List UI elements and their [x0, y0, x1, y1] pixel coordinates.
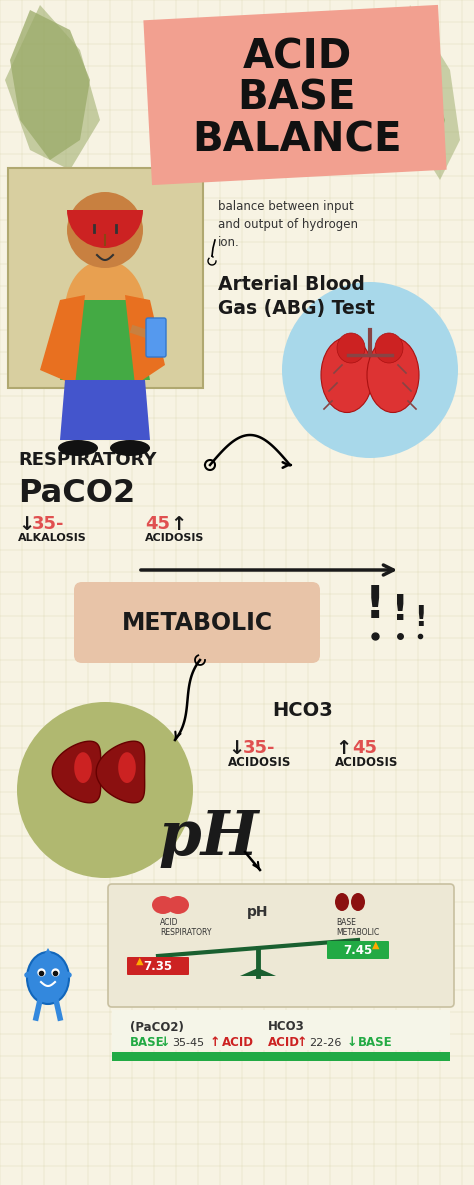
Polygon shape	[143, 5, 447, 185]
Polygon shape	[10, 9, 90, 160]
Ellipse shape	[58, 440, 98, 456]
Text: HCO3: HCO3	[268, 1020, 305, 1033]
Text: BASE
METABOLIC: BASE METABOLIC	[336, 918, 379, 937]
Text: 7.35: 7.35	[144, 961, 173, 974]
Polygon shape	[40, 295, 85, 385]
Circle shape	[282, 282, 458, 457]
Text: ↓: ↓	[347, 1037, 357, 1050]
Circle shape	[17, 702, 193, 878]
FancyBboxPatch shape	[112, 1052, 450, 1061]
FancyBboxPatch shape	[327, 941, 389, 959]
Ellipse shape	[152, 896, 174, 914]
Text: ACID: ACID	[222, 1037, 254, 1050]
Polygon shape	[38, 948, 58, 965]
Text: 35-: 35-	[32, 515, 64, 533]
Text: 35-45: 35-45	[172, 1038, 204, 1048]
Polygon shape	[60, 300, 150, 380]
FancyBboxPatch shape	[108, 884, 454, 1007]
Ellipse shape	[167, 896, 189, 914]
Text: RESPIRATORY: RESPIRATORY	[18, 451, 156, 469]
Text: 45: 45	[352, 739, 377, 757]
Polygon shape	[74, 752, 92, 783]
Ellipse shape	[375, 333, 403, 363]
Polygon shape	[125, 295, 165, 385]
Text: BASE: BASE	[358, 1037, 392, 1050]
FancyBboxPatch shape	[74, 582, 320, 662]
Text: Arterial Blood
Gas (ABG) Test: Arterial Blood Gas (ABG) Test	[218, 275, 375, 319]
Ellipse shape	[351, 893, 365, 911]
FancyBboxPatch shape	[127, 957, 189, 975]
Text: 45: 45	[145, 515, 170, 533]
Text: ACIDOSIS: ACIDOSIS	[335, 756, 398, 769]
Text: ↑: ↑	[170, 514, 186, 533]
Polygon shape	[52, 741, 100, 802]
Text: BASE: BASE	[130, 1037, 164, 1050]
Ellipse shape	[337, 333, 365, 363]
Text: pH: pH	[247, 905, 269, 920]
Text: ↑: ↑	[297, 1037, 308, 1050]
Circle shape	[67, 192, 143, 268]
Polygon shape	[375, 9, 445, 169]
Ellipse shape	[65, 260, 145, 360]
Polygon shape	[400, 5, 460, 180]
Text: 22-26: 22-26	[309, 1038, 341, 1048]
Text: ▲: ▲	[372, 940, 380, 950]
Text: ▲: ▲	[136, 956, 144, 966]
Text: METABOLIC: METABOLIC	[121, 611, 273, 635]
Text: HCO3: HCO3	[272, 700, 333, 719]
Text: !: !	[365, 583, 385, 627]
Text: 7.45: 7.45	[343, 944, 373, 957]
Text: !: !	[414, 604, 426, 632]
FancyBboxPatch shape	[112, 1010, 450, 1050]
FancyBboxPatch shape	[146, 318, 166, 357]
Text: ACIDOSIS: ACIDOSIS	[228, 756, 292, 769]
FancyBboxPatch shape	[8, 168, 203, 387]
Text: PaCO2: PaCO2	[18, 479, 135, 510]
Text: (PaCO2): (PaCO2)	[130, 1020, 184, 1033]
Text: pH: pH	[158, 808, 258, 867]
Wedge shape	[67, 210, 143, 248]
Text: ↓: ↓	[160, 1037, 171, 1050]
Text: ACID
BASE
BALANCE: ACID BASE BALANCE	[192, 38, 402, 160]
Ellipse shape	[27, 952, 69, 1004]
Text: ↓: ↓	[18, 514, 35, 533]
Ellipse shape	[335, 893, 349, 911]
Polygon shape	[96, 741, 145, 802]
Text: ACIDOSIS: ACIDOSIS	[145, 533, 204, 543]
Ellipse shape	[110, 440, 150, 456]
Polygon shape	[118, 752, 136, 783]
Text: ↑: ↑	[210, 1037, 220, 1050]
Text: ACID: ACID	[268, 1037, 300, 1050]
Text: 35-: 35-	[243, 739, 275, 757]
Text: balance between input
and output of hydrogen
ion.: balance between input and output of hydr…	[218, 200, 358, 249]
Ellipse shape	[367, 338, 419, 412]
Text: ALKALOSIS: ALKALOSIS	[18, 533, 87, 543]
Polygon shape	[5, 5, 100, 169]
Text: ↑: ↑	[335, 738, 351, 757]
Text: ACID
RESPIRATORY: ACID RESPIRATORY	[160, 918, 211, 937]
Text: !: !	[392, 592, 408, 627]
Polygon shape	[240, 968, 276, 976]
Text: ↓: ↓	[228, 738, 245, 757]
Ellipse shape	[321, 338, 373, 412]
Polygon shape	[60, 380, 150, 440]
